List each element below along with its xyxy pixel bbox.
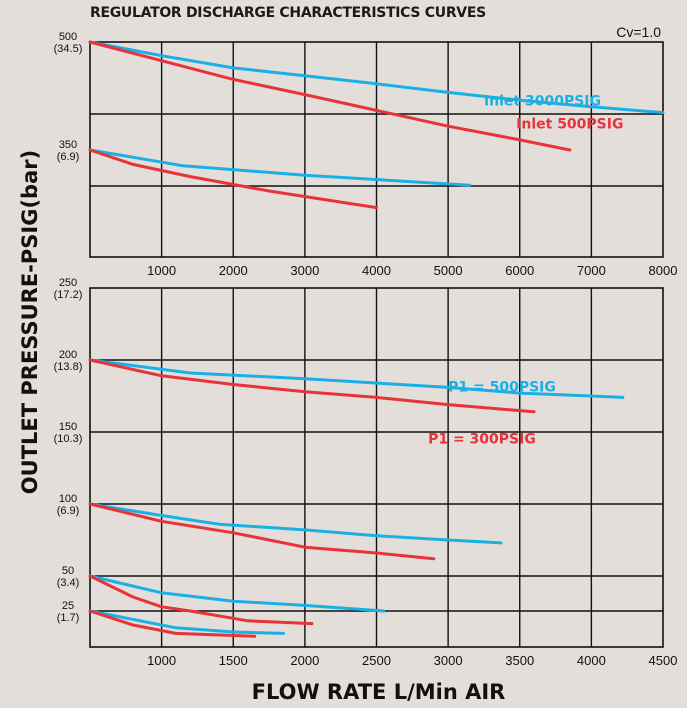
x-tick-label: 2000 (290, 653, 319, 668)
x-tick-label: 1500 (219, 653, 248, 668)
series-line-red-4 (88, 502, 436, 561)
y-tick-label: 100 (59, 493, 77, 505)
y-tick-label: 500 (59, 31, 77, 43)
series-label: P1 = 500PSIG (448, 380, 556, 396)
series-label: Inlet 3000PSIG (484, 93, 601, 109)
series-label: Inlet 500PSIG (516, 116, 623, 132)
chart-title: REGULATOR DISCHARGE CHARACTERISTICS CURV… (90, 5, 486, 21)
series-line-red-4 (88, 148, 378, 210)
x-tick-label: 1000 (147, 263, 176, 278)
x-tick-label: 6000 (505, 263, 534, 278)
x-tick-label: 2500 (362, 653, 391, 668)
x-tick-label: 3000 (290, 263, 319, 278)
series-line-blue-1 (88, 358, 625, 399)
x-tick-label: 1000 (147, 653, 176, 668)
y-tick-sublabel: (10.3) (54, 433, 83, 445)
series-label: P1 = 300PSIG (428, 432, 536, 448)
x-tick-label: 3500 (505, 653, 534, 668)
x-tick-label: 4000 (362, 263, 391, 278)
cv-annotation: Cv=1.0 (616, 24, 661, 40)
y-tick-label: 50 (62, 565, 74, 577)
series-line-blue-1 (88, 40, 665, 115)
x-tick-label: 8000 (649, 263, 678, 278)
x-tick-label: 4500 (649, 653, 678, 668)
y-tick-label: 25 (62, 600, 74, 612)
x-tick-label: 3000 (434, 653, 463, 668)
y-tick-sublabel: (6.9) (57, 505, 80, 517)
series-line-blue-7 (88, 609, 285, 635)
y-tick-sublabel: (1.7) (57, 612, 80, 624)
series-line-red-8 (88, 609, 257, 638)
x-tick-label: 4000 (577, 653, 606, 668)
y-tick-sublabel: (6.9) (57, 151, 80, 163)
series-line-blue-5 (88, 574, 386, 613)
y-tick-label: 350 (59, 139, 77, 151)
x-axis-label: FLOW RATE L/Min AIR (251, 680, 506, 704)
x-tick-label: 2000 (219, 263, 248, 278)
series-line-red-6 (88, 574, 314, 626)
series-line-blue-3 (88, 502, 503, 545)
series-line-blue-2 (88, 148, 472, 187)
y-tick-label: 200 (59, 349, 77, 361)
y-tick-sublabel: (17.2) (54, 289, 83, 301)
y-tick-label: 250 (59, 277, 77, 289)
x-tick-label: 7000 (577, 263, 606, 278)
y-tick-sublabel: (34.5) (54, 43, 83, 55)
series-line-red-3 (88, 40, 572, 152)
x-tick-label: 5000 (434, 263, 463, 278)
series-line-red-2 (88, 358, 536, 414)
y-tick-label: 150 (59, 421, 77, 433)
y-tick-sublabel: (13.8) (54, 361, 83, 373)
y-tick-sublabel: (3.4) (57, 577, 80, 589)
